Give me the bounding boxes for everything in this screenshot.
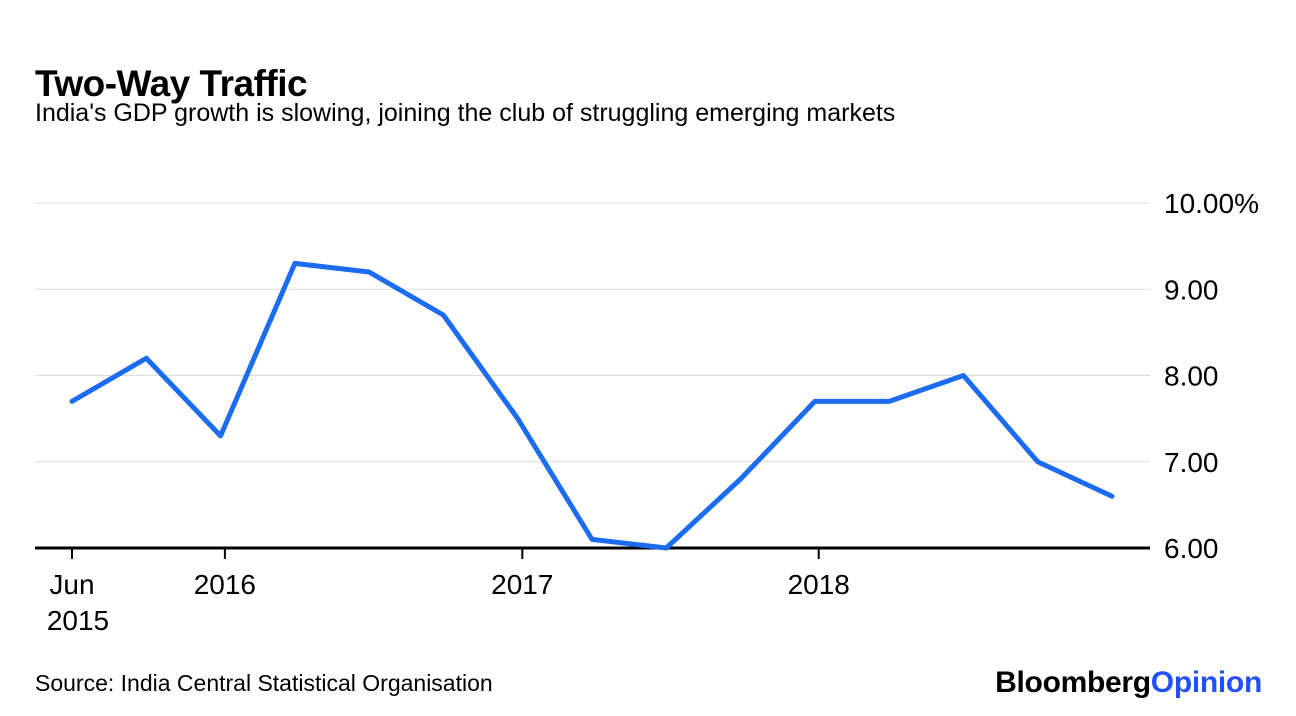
x-axis-label: Jun [49, 569, 94, 600]
x-axis-label: 2016 [194, 569, 256, 600]
x-axis-label: 2018 [788, 569, 850, 600]
bloomberg-opinion-logo: BloombergOpinion [995, 666, 1262, 700]
y-axis-label: 7.00 [1164, 447, 1219, 478]
chart-subtitle: India's GDP growth is slowing, joining t… [35, 99, 896, 127]
y-axis-label: 6.00 [1164, 533, 1219, 564]
y-axis-label: 8.00 [1164, 361, 1219, 392]
brand-opinion: Opinion [1150, 666, 1263, 699]
chart-title: Two-Way Traffic [35, 62, 308, 104]
x-axis-label: 2017 [491, 569, 553, 600]
brand-bloomberg: Bloomberg [995, 666, 1151, 699]
source-note: Source: India Central Statistical Organi… [35, 670, 493, 696]
gdp-growth-line [69, 260, 1115, 551]
y-axis-label: 10.00% [1164, 188, 1259, 219]
x-axis-label: 2015 [47, 605, 109, 636]
y-axis-label: 9.00 [1164, 274, 1219, 305]
